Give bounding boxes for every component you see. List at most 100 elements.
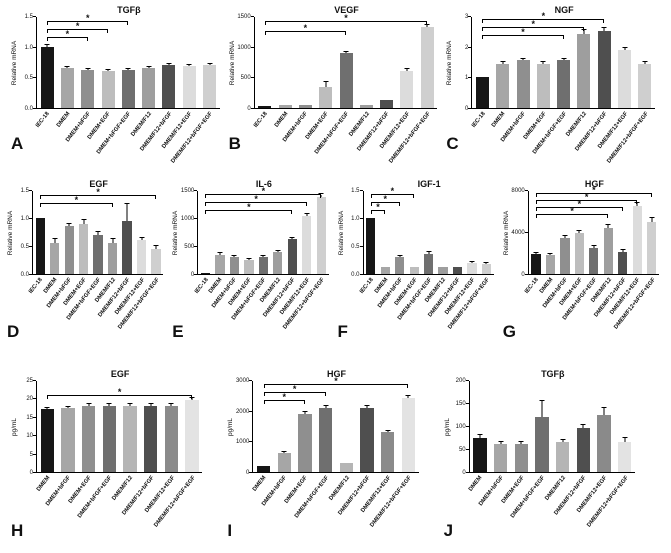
x-label-slot: DMEM/F12+bFGF+EGF bbox=[388, 109, 437, 167]
error-bar-cap bbox=[622, 47, 628, 49]
y-tick-mark bbox=[29, 246, 32, 247]
error-bar-cap bbox=[289, 236, 295, 238]
y-tick-mark bbox=[359, 190, 363, 191]
error-bar-cap bbox=[601, 27, 607, 29]
bar-slot bbox=[179, 17, 199, 108]
y-axis-label: Relative mRNA bbox=[172, 210, 180, 256]
error-bar-cap bbox=[580, 423, 586, 425]
panel-letter: I bbox=[227, 521, 233, 540]
y-tick-mark bbox=[250, 46, 254, 48]
bar bbox=[258, 257, 268, 274]
error-bar bbox=[644, 62, 646, 64]
bar bbox=[638, 63, 652, 108]
error-bar bbox=[291, 237, 293, 240]
panel-j: TGFβ pg/mL 0 50 100 150 200 DMEM DMEM+bFGF DMEM+… bbox=[443, 368, 643, 553]
bar bbox=[40, 46, 54, 108]
bar-slot bbox=[493, 17, 513, 108]
significance-bracket: * bbox=[264, 13, 428, 25]
bar bbox=[452, 266, 463, 274]
y-tick-label: 0.5 bbox=[351, 244, 360, 250]
plot-column: * * * DMEM DMEM+bFGF DMEM+EGF DMEM+bFGF+EGF DME… bbox=[252, 376, 426, 539]
error-bar bbox=[582, 424, 584, 429]
bar-slot bbox=[78, 381, 99, 472]
bar bbox=[64, 226, 74, 274]
bar bbox=[545, 255, 556, 274]
y-tick-label: 0.0 bbox=[24, 106, 33, 112]
bar-slot bbox=[140, 381, 161, 472]
error-bar-cap bbox=[385, 429, 391, 431]
error-bar-cap bbox=[539, 399, 545, 401]
error-bar-cap bbox=[318, 193, 324, 195]
error-bar-cap bbox=[620, 249, 626, 251]
bar-slot bbox=[149, 191, 163, 274]
significance-bracket: * bbox=[370, 202, 386, 214]
bar bbox=[647, 221, 657, 274]
bar bbox=[535, 416, 549, 472]
x-label-slot: DMEM/F12+bFGF+EGF bbox=[153, 473, 203, 539]
y-tick-mark bbox=[29, 218, 32, 219]
y-tick-mark bbox=[29, 274, 32, 275]
panel-e: IL-6 Relative mRNA 0 500 1000 1500 * * * IEC-18 D… bbox=[171, 178, 336, 364]
error-bar-cap bbox=[426, 251, 432, 253]
y-tick-mark bbox=[33, 453, 36, 455]
x-label-slot: DMEM+bFGF+EGF bbox=[510, 473, 552, 539]
error-bar-cap bbox=[364, 404, 370, 406]
error-bar-cap bbox=[110, 237, 116, 239]
error-bar-cap bbox=[540, 61, 546, 62]
figure-row-2: EGF Relative mRNA 0.0 0.5 1.0 1.5 * * IEC-18 DME… bbox=[0, 172, 671, 364]
bar-slot bbox=[198, 191, 212, 274]
error-bar bbox=[191, 398, 193, 401]
bar-slot bbox=[47, 191, 61, 274]
bar-slot bbox=[271, 191, 285, 274]
y-tick-label: 500 bbox=[240, 75, 251, 82]
y-tick-mark bbox=[194, 190, 198, 191]
bar bbox=[319, 407, 333, 472]
error-bar-cap bbox=[533, 252, 539, 253]
significance-star: * bbox=[117, 387, 122, 397]
y-tick-mark bbox=[33, 46, 36, 48]
significance-bracket: * bbox=[482, 27, 564, 39]
error-bar-cap bbox=[231, 255, 237, 257]
error-bar bbox=[150, 404, 152, 406]
significance-bracket: * bbox=[482, 11, 605, 23]
error-bar bbox=[320, 194, 322, 197]
significance-bracket: * bbox=[205, 202, 293, 214]
x-label-slot: DMEM+bFGF bbox=[282, 109, 314, 167]
error-bar bbox=[520, 442, 522, 445]
significance-bracket: * bbox=[205, 194, 308, 206]
significance-star: * bbox=[570, 206, 574, 216]
y-tick-label: 1.5 bbox=[351, 188, 360, 194]
error-bar-cap bbox=[189, 397, 195, 399]
y-tick-mark bbox=[524, 274, 528, 275]
x-label-slot: DMEM+bFGF+EGF bbox=[531, 109, 573, 167]
plot-area: * * * bbox=[471, 11, 656, 109]
chart-title: HGF bbox=[584, 179, 604, 189]
bar-slot bbox=[161, 381, 182, 472]
bar bbox=[287, 239, 297, 274]
significance-bracket: * bbox=[535, 199, 623, 211]
y-tick-label: 1000 bbox=[235, 439, 250, 446]
error-bar bbox=[562, 439, 564, 443]
panel-letter: G bbox=[502, 322, 516, 341]
error-bar-cap bbox=[605, 223, 611, 225]
bar-slot bbox=[78, 17, 98, 108]
error-bar-cap bbox=[424, 24, 430, 26]
error-bar bbox=[502, 62, 504, 64]
x-axis-labels: IEC-18 DMEM DMEM+bFGF DMEM+EGF DMEM+bFGF+EGF… bbox=[524, 275, 659, 355]
bar-slot bbox=[315, 381, 336, 472]
error-bar-cap bbox=[106, 403, 112, 405]
error-bar-cap bbox=[66, 222, 72, 224]
x-label-slot: DMEM bbox=[252, 473, 273, 539]
error-bar-cap bbox=[520, 57, 526, 59]
significance-star: * bbox=[541, 11, 546, 21]
significance-star: * bbox=[584, 192, 589, 202]
bar-slot bbox=[421, 191, 435, 274]
error-bar bbox=[87, 68, 89, 70]
bar-slot bbox=[511, 381, 532, 472]
bar bbox=[182, 66, 196, 108]
y-tick-label: 500 bbox=[184, 244, 195, 250]
bar-slot bbox=[62, 191, 76, 274]
bar bbox=[60, 68, 74, 108]
y-tick-label: 1500 bbox=[237, 14, 251, 20]
chart-title: IL-6 bbox=[255, 179, 272, 189]
